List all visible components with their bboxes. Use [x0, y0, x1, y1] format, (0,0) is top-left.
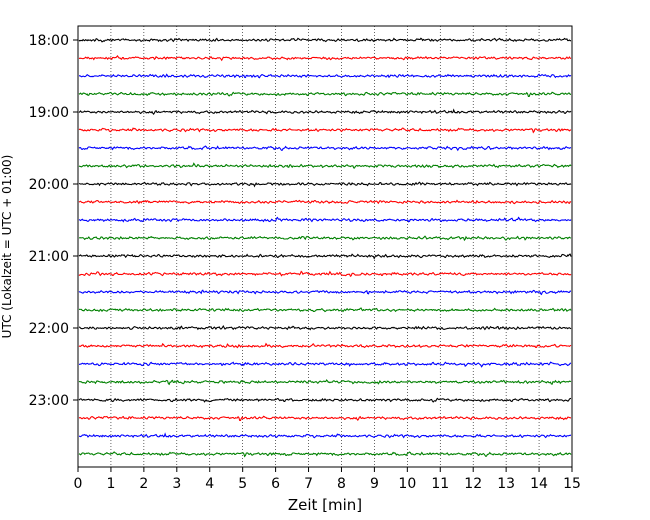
trace-1930: [78, 145, 572, 152]
y-axis-title: UTC (Lokalzeit = UTC + 01:00): [0, 155, 14, 339]
x-tick-label: 11: [431, 476, 449, 492]
trace-2100: [78, 253, 572, 260]
trace-1815: [78, 55, 572, 62]
trace-2300: [78, 397, 572, 403]
trace-2115: [78, 270, 572, 277]
y-axis: 18:00 19:00 20:00 21:00 22:00 23:00: [29, 33, 78, 409]
x-tick-label: 15: [563, 476, 581, 492]
y-tick-label: 22:00: [29, 321, 69, 337]
trace-2200: [78, 325, 572, 331]
trace-2230: [79, 361, 572, 368]
trace-1900: [78, 108, 572, 116]
trace-layer: [78, 37, 572, 458]
trace-2015: [78, 199, 572, 205]
trace-2245: [78, 379, 572, 386]
x-tick-label: 5: [238, 476, 247, 492]
trace-2145: [78, 307, 572, 313]
trace-2000: [78, 181, 572, 188]
trace-2045: [78, 235, 572, 242]
x-tick-label: 13: [497, 476, 515, 492]
trace-2130: [78, 289, 572, 296]
trace-1845: [78, 91, 572, 97]
trace-1800: [78, 37, 572, 43]
trace-2215: [78, 342, 572, 349]
y-tick-label: 20:00: [29, 177, 69, 193]
trace-2345: [78, 451, 572, 458]
x-tick-label: 9: [370, 476, 379, 492]
x-tick-label: 14: [530, 476, 548, 492]
trace-1830: [78, 73, 572, 79]
x-tick-label: 2: [139, 476, 148, 492]
x-tick-label: 7: [304, 476, 313, 492]
x-tick-label: 4: [205, 476, 214, 492]
trace-1915: [78, 127, 572, 134]
x-tick-label: 3: [172, 476, 181, 492]
y-tick-label: 23:00: [29, 393, 69, 409]
x-axis: 0 1 2 3 4 5 6 7 8 9 10 11 12 13 14 15: [74, 467, 581, 492]
trace-2315: [78, 415, 571, 422]
x-tick-label: 12: [464, 476, 482, 492]
x-axis-title: Zeit [min]: [288, 496, 362, 514]
y-tick-label: 18:00: [29, 33, 69, 49]
trace-1945: [78, 162, 572, 169]
y-tick-label: 19:00: [29, 105, 69, 121]
x-tick-label: 10: [398, 476, 416, 492]
x-tick-label: 8: [337, 476, 346, 492]
x-tick-label: 0: [74, 476, 83, 492]
trace-2030: [78, 216, 572, 223]
plot-frame: [77, 25, 573, 468]
x-tick-label: 6: [271, 476, 280, 492]
y-tick-label: 21:00: [29, 249, 69, 265]
x-tick-label: 1: [106, 476, 115, 492]
trace-2330: [78, 432, 572, 439]
